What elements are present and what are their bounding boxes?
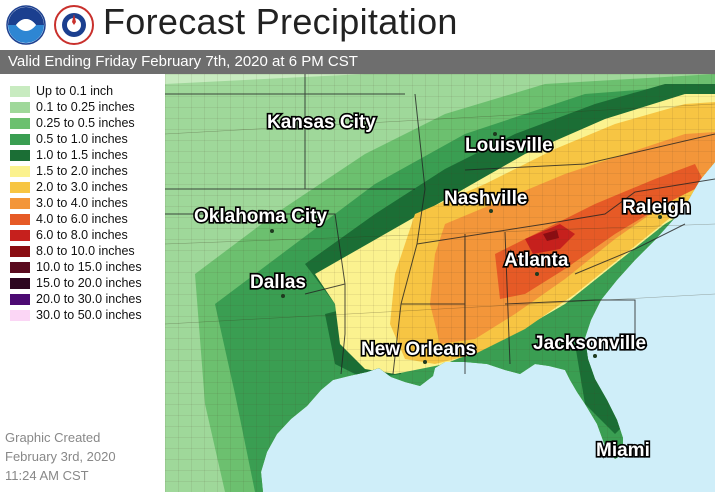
- legend-label: 1.0 to 1.5 inches: [36, 148, 128, 162]
- legend-item: 2.0 to 3.0 inches: [10, 179, 170, 195]
- city-label-jacksonville: Jacksonville: [533, 333, 646, 354]
- legend-swatch: [10, 85, 30, 97]
- legend-label: 6.0 to 8.0 inches: [36, 228, 128, 242]
- footer-line: 11:24 AM CST: [5, 468, 89, 483]
- legend-label: 20.0 to 30.0 inches: [36, 292, 142, 306]
- legend-item: 6.0 to 8.0 inches: [10, 227, 170, 243]
- legend-label: 2.0 to 3.0 inches: [36, 180, 128, 194]
- city-label-nashville: Nashville: [444, 188, 527, 209]
- legend-item: 0.5 to 1.0 inches: [10, 131, 170, 147]
- legend-item: 0.25 to 0.5 inches: [10, 115, 170, 131]
- legend-swatch: [10, 165, 30, 177]
- nws-logo-icon: [54, 5, 94, 45]
- valid-time-text: Valid Ending Friday February 7th, 2020 a…: [8, 53, 358, 70]
- legend-label: 30.0 to 50.0 inches: [36, 308, 142, 322]
- graphic-created-note: Graphic Created February 3rd, 2020 11:24…: [5, 428, 116, 485]
- legend-item: 30.0 to 50.0 inches: [10, 307, 170, 323]
- legend-item: 0.1 to 0.25 inches: [10, 99, 170, 115]
- legend-swatch: [10, 117, 30, 129]
- legend-label: 0.25 to 0.5 inches: [36, 116, 135, 130]
- legend-swatch: [10, 133, 30, 145]
- legend-item: 3.0 to 4.0 inches: [10, 195, 170, 211]
- legend-item: 1.5 to 2.0 inches: [10, 163, 170, 179]
- legend-label: 3.0 to 4.0 inches: [36, 196, 128, 210]
- legend-label: 8.0 to 10.0 inches: [36, 244, 135, 258]
- legend-swatch: [10, 149, 30, 161]
- legend-swatch: [10, 213, 30, 225]
- legend-label: 10.0 to 15.0 inches: [36, 260, 142, 274]
- legend-item: 15.0 to 20.0 inches: [10, 275, 170, 291]
- legend-item: 8.0 to 10.0 inches: [10, 243, 170, 259]
- page-title: Forecast Precipitation: [103, 1, 458, 42]
- city-label-new-orleans: New Orleans: [361, 339, 476, 360]
- footer-line: February 3rd, 2020: [5, 449, 116, 464]
- legend-swatch: [10, 277, 30, 289]
- precipitation-legend: Up to 0.1 inch 0.1 to 0.25 inches 0.25 t…: [10, 83, 170, 323]
- legend-item: 20.0 to 30.0 inches: [10, 291, 170, 307]
- legend-swatch: [10, 229, 30, 241]
- legend-item: Up to 0.1 inch: [10, 83, 170, 99]
- legend-label: 0.1 to 0.25 inches: [36, 100, 135, 114]
- legend-swatch: [10, 293, 30, 305]
- city-label-atlanta: Atlanta: [504, 250, 569, 271]
- city-label-dallas: Dallas: [250, 272, 306, 293]
- legend-swatch: [10, 181, 30, 193]
- footer-line: Graphic Created: [5, 430, 101, 445]
- city-label-miami: Miami: [596, 440, 650, 461]
- city-label-kansas-city: Kansas City: [267, 112, 376, 133]
- legend-item: 10.0 to 15.0 inches: [10, 259, 170, 275]
- state-borders: [165, 74, 715, 375]
- legend-label: 4.0 to 6.0 inches: [36, 212, 128, 226]
- legend-swatch: [10, 245, 30, 257]
- legend-item: 4.0 to 6.0 inches: [10, 211, 170, 227]
- legend-swatch: [10, 309, 30, 321]
- legend-label: 0.5 to 1.0 inches: [36, 132, 128, 146]
- city-label-raleigh: Raleigh: [622, 197, 691, 218]
- legend-item: 1.0 to 1.5 inches: [10, 147, 170, 163]
- legend-swatch: [10, 197, 30, 209]
- city-label-louisville: Louisville: [465, 135, 553, 156]
- header-bar: Forecast Precipitation: [0, 0, 715, 50]
- precipitation-map: Kansas City Louisville Nashville Raleigh…: [164, 74, 715, 492]
- legend-label: 15.0 to 20.0 inches: [36, 276, 142, 290]
- valid-time-bar: Valid Ending Friday February 7th, 2020 a…: [0, 50, 715, 74]
- legend-swatch: [10, 101, 30, 113]
- legend-label: Up to 0.1 inch: [36, 84, 114, 98]
- legend-swatch: [10, 261, 30, 273]
- city-markers: [270, 116, 662, 451]
- noaa-logo-icon: [6, 5, 46, 45]
- legend-label: 1.5 to 2.0 inches: [36, 164, 128, 178]
- city-label-oklahoma-city: Oklahoma City: [194, 206, 327, 227]
